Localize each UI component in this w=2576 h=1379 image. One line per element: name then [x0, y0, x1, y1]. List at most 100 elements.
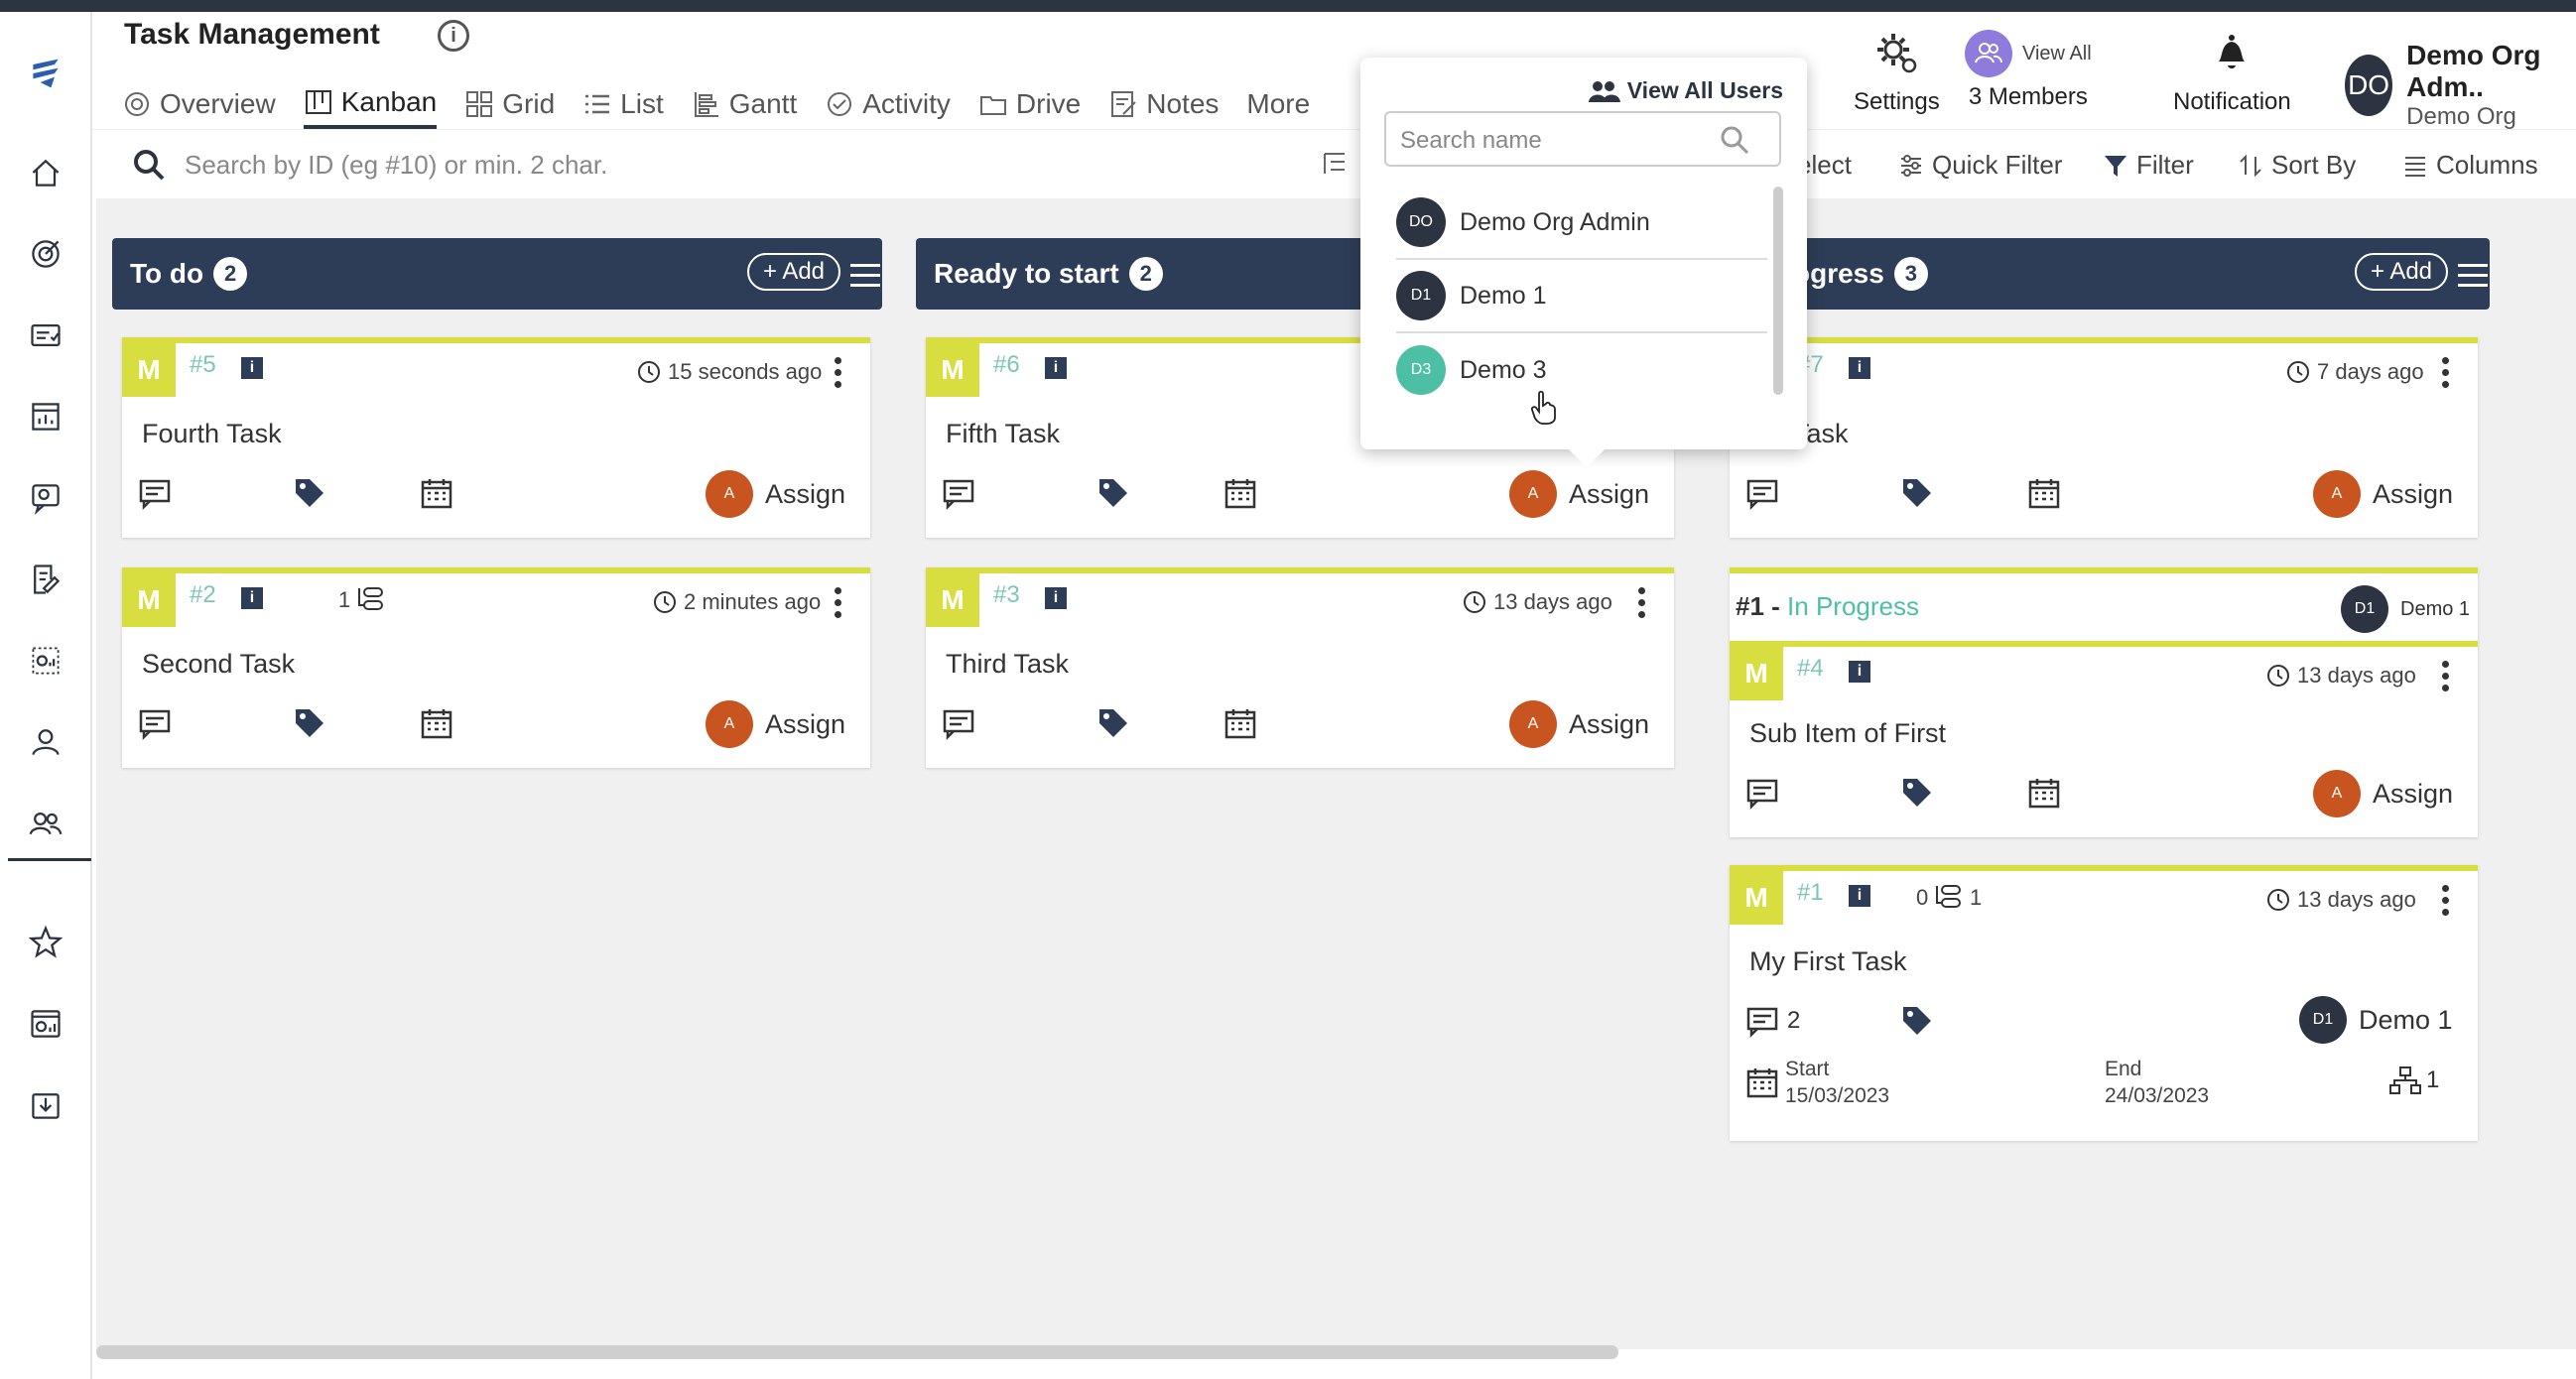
task-name[interactable]: Second Task: [142, 649, 296, 679]
settings-button[interactable]: Settings: [1854, 30, 1940, 116]
columns-button[interactable]: Columns: [2402, 150, 2538, 181]
kebab-menu-icon[interactable]: [1638, 587, 1648, 619]
view-all-users-link[interactable]: View All Users: [1588, 77, 1783, 104]
tasks-icon[interactable]: [26, 315, 65, 355]
user-option[interactable]: D3 Demo 3: [1396, 333, 1767, 407]
info-icon[interactable]: i: [1045, 357, 1067, 379]
filter-button[interactable]: Filter: [2103, 150, 2194, 181]
tab-more[interactable]: More: [1246, 79, 1310, 129]
download-icon[interactable]: [26, 1085, 65, 1125]
calendar-icon[interactable]: [420, 706, 453, 740]
tag-icon[interactable]: [1096, 706, 1130, 740]
kebab-menu-icon[interactable]: [2442, 885, 2452, 917]
info-icon[interactable]: i: [241, 357, 263, 379]
parent-task-group[interactable]: #1 - In Progress D1 Demo 1 M #4 i 13 day…: [1730, 567, 2478, 837]
tab-kanban[interactable]: Kanban: [303, 79, 438, 129]
task-id[interactable]: #4: [1797, 655, 1824, 682]
quick-filter-button[interactable]: Quick Filter: [1898, 150, 2062, 181]
notification-button[interactable]: Notification: [2173, 30, 2291, 116]
tab-overview[interactable]: Overview: [122, 79, 276, 129]
hierarchy-count[interactable]: 1: [2388, 1066, 2439, 1095]
task-id[interactable]: #5: [190, 351, 216, 378]
assign-button[interactable]: A Assign: [2313, 470, 2453, 518]
info-icon[interactable]: i: [438, 20, 469, 52]
star-icon[interactable]: [26, 923, 65, 962]
assign-button[interactable]: A Assign: [1509, 470, 1649, 518]
team-icon[interactable]: [26, 804, 65, 843]
task-id[interactable]: #1: [1797, 879, 1824, 906]
task-id[interactable]: #3: [993, 581, 1020, 608]
comment-icon[interactable]: [138, 706, 172, 740]
horizontal-scrollbar[interactable]: [96, 1345, 1618, 1359]
analytics-icon[interactable]: [26, 1004, 65, 1044]
info-icon[interactable]: i: [1849, 357, 1870, 379]
dashboard-icon[interactable]: [26, 641, 65, 681]
add-task-button[interactable]: + Add: [747, 253, 840, 291]
comment-icon[interactable]: [1745, 776, 1779, 810]
kebab-menu-icon[interactable]: [2442, 357, 2452, 389]
tab-notes[interactable]: Notes: [1108, 79, 1219, 129]
kebab-menu-icon[interactable]: [835, 357, 844, 389]
calendar-icon[interactable]: [1224, 706, 1257, 740]
task-card[interactable]: M #2 i 1 2 minutes ago Second Task A Ass…: [122, 567, 870, 768]
user-option[interactable]: DO Demo Org Admin: [1396, 187, 1767, 260]
comment-icon[interactable]: [942, 476, 975, 510]
tab-drive[interactable]: Drive: [978, 79, 1081, 129]
info-icon[interactable]: i: [1849, 661, 1870, 683]
view-all-link[interactable]: View All: [2022, 42, 2092, 64]
column-menu-icon[interactable]: [850, 264, 880, 290]
task-id[interactable]: #6: [993, 351, 1020, 378]
target-icon[interactable]: [26, 234, 65, 274]
assign-button[interactable]: A Assign: [706, 470, 845, 518]
assign-button[interactable]: A Assign: [2313, 770, 2453, 817]
tag-icon[interactable]: [1900, 476, 1934, 510]
task-card[interactable]: M #7 i 7 days ago Task A Assign: [1730, 337, 2478, 538]
subtask-icon[interactable]: [356, 583, 388, 615]
members-button[interactable]: View All 3 Members: [1965, 30, 2092, 111]
calendar-icon[interactable]: [2027, 476, 2061, 510]
calendar-icon[interactable]: [2027, 776, 2061, 810]
task-name[interactable]: Fourth Task: [142, 419, 282, 448]
task-id[interactable]: #2: [190, 581, 216, 608]
tab-gantt[interactable]: Gantt: [692, 79, 797, 129]
assign-button[interactable]: A Assign: [1509, 700, 1649, 748]
calendar-icon[interactable]: [1224, 476, 1257, 510]
edit-doc-icon[interactable]: [26, 560, 65, 599]
hierarchy-icon[interactable]: [1321, 150, 1349, 178]
parent-assignee[interactable]: D1 Demo 1: [2341, 585, 2470, 633]
reports-icon[interactable]: [26, 397, 65, 437]
tag-icon[interactable]: [1900, 776, 1934, 810]
user-option[interactable]: D1 Demo 1: [1396, 260, 1767, 333]
search-name-input[interactable]: Search name: [1384, 111, 1781, 167]
user-icon[interactable]: [26, 722, 65, 762]
app-logo-icon[interactable]: [26, 54, 65, 93]
tag-icon[interactable]: [293, 706, 326, 740]
info-icon[interactable]: i: [241, 587, 263, 609]
comment-icon[interactable]: [138, 476, 172, 510]
task-name[interactable]: My First Task: [1749, 946, 1907, 976]
info-icon[interactable]: i: [1045, 587, 1067, 609]
user-profile[interactable]: DO Demo Org Adm.. Demo Org: [2345, 40, 2576, 131]
tab-activity[interactable]: Activity: [825, 79, 951, 129]
tag-icon[interactable]: [1900, 1004, 1934, 1038]
comment-icon[interactable]: [942, 706, 975, 740]
comment-count[interactable]: 2: [1745, 1004, 1800, 1038]
search-input[interactable]: Search by ID (eg #10) or min. 2 char.: [185, 150, 608, 180]
tab-grid[interactable]: Grid: [464, 79, 555, 129]
column-menu-icon[interactable]: [2458, 264, 2488, 290]
popup-scrollbar[interactable]: [1773, 187, 1783, 395]
kebab-menu-icon[interactable]: [835, 587, 844, 619]
tab-list[interactable]: List: [582, 79, 664, 129]
sort-by-button[interactable]: Sort By: [2238, 150, 2356, 181]
assign-button[interactable]: A Assign: [706, 700, 845, 748]
tag-icon[interactable]: [1096, 476, 1130, 510]
info-icon[interactable]: i: [1849, 885, 1870, 907]
task-card[interactable]: M #3 i 13 days ago Third Task A Assign: [926, 567, 1674, 768]
chat-icon[interactable]: [26, 478, 65, 518]
calendar-icon[interactable]: [1745, 1066, 1779, 1099]
comment-icon[interactable]: [1745, 476, 1779, 510]
task-card[interactable]: M #1 i 0 1 13 days ago My First Task 2 D…: [1730, 865, 2478, 1141]
kebab-menu-icon[interactable]: [2442, 661, 2452, 692]
tag-icon[interactable]: [293, 476, 326, 510]
add-task-button[interactable]: + Add: [2355, 253, 2448, 291]
